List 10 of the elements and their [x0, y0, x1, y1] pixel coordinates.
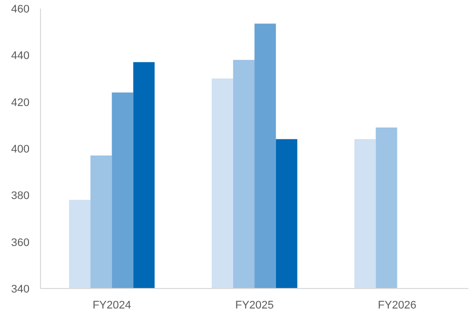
y-tick-label: 440: [11, 50, 30, 62]
x-tick-label: FY2025: [235, 300, 274, 312]
y-tick-label: 460: [11, 4, 30, 16]
y-tick-label: 380: [11, 190, 30, 202]
y-tick-label: 400: [11, 144, 30, 156]
y-tick-label: 360: [11, 236, 30, 249]
x-tick-label: FY2024: [92, 300, 132, 312]
y-tick-label: 340: [11, 284, 30, 296]
y-tick-label: 420: [11, 96, 30, 109]
x-tick-label: FY2026: [378, 300, 416, 312]
